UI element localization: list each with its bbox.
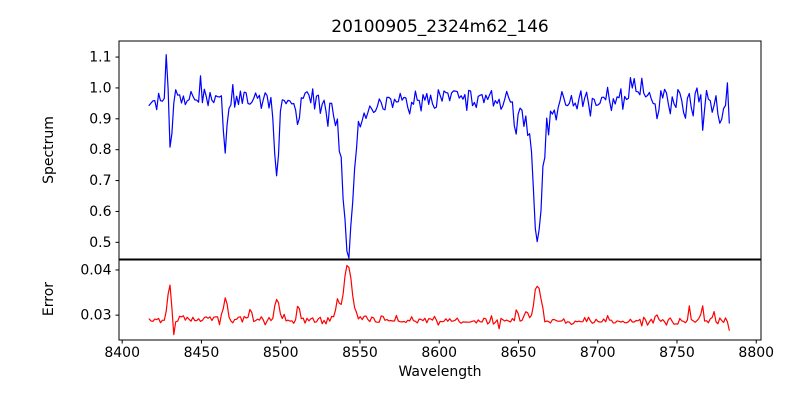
error-y-axis-ticks: 0.03 0.04 — [80, 262, 119, 324]
x-tick-label: 8500 — [263, 345, 299, 361]
error-panel-frame — [118, 259, 762, 341]
x-tick-label: 8550 — [342, 345, 378, 361]
spectrum-y-tick-label: 0.9 — [89, 111, 111, 127]
spectrum-y-tick-label: 0.5 — [89, 235, 111, 251]
x-axis-ticks: 8400 8450 8500 8550 8600 8650 8700 8750 8800 — [104, 340, 774, 361]
y-axis-label-error: Error — [41, 282, 57, 316]
x-tick-label: 8650 — [501, 345, 537, 361]
spectrum-trace — [148, 54, 730, 259]
spectrum-y-tick-label: 1.1 — [89, 50, 111, 66]
x-tick-label: 8750 — [659, 345, 695, 361]
spectrum-y-axis-ticks: 0.5 0.6 0.7 0.8 0.9 1.0 1.1 — [89, 50, 119, 251]
error-panel: 0.03 0.04 — [80, 259, 762, 341]
x-tick-label: 8600 — [421, 345, 457, 361]
spectrum-y-tick-label: 0.7 — [89, 173, 111, 189]
plot-area: 0.5 0.6 0.7 0.8 0.9 1.0 1.1 0.03 0.04 8400 8450 850… — [80, 40, 774, 361]
x-tick-label: 8400 — [104, 345, 140, 361]
x-tick-label: 8700 — [580, 345, 616, 361]
x-tick-label: 8450 — [184, 345, 220, 361]
error-y-tick-label: 0.03 — [80, 308, 111, 324]
error-trace — [148, 264, 730, 336]
spectrum-y-tick-label: 0.8 — [89, 142, 111, 158]
error-y-tick-label: 0.04 — [80, 262, 111, 278]
y-axis-label-spectrum: Spectrum — [41, 116, 57, 184]
spectrum-panel-frame — [118, 40, 762, 260]
x-axis-label: Wavelength — [398, 364, 481, 380]
x-tick-label: 8800 — [738, 345, 774, 361]
spectrum-panel: 0.5 0.6 0.7 0.8 0.9 1.0 1.1 — [89, 40, 762, 260]
spectrum-y-tick-label: 1.0 — [89, 80, 111, 96]
spectrum-y-tick-label: 0.6 — [89, 204, 111, 220]
chart-title: 20100905_2324m62_146 — [331, 17, 548, 37]
